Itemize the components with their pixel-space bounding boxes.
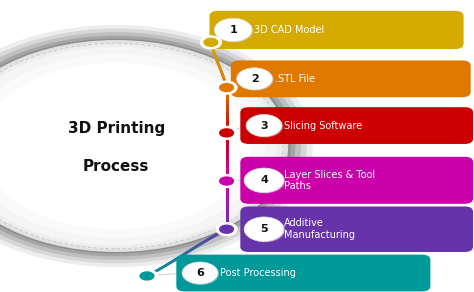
Text: Post Processing: Post Processing [220,268,296,278]
Circle shape [0,36,295,256]
Circle shape [219,83,234,92]
Text: Slicing Software: Slicing Software [284,121,363,131]
Circle shape [0,54,265,238]
Circle shape [216,223,237,236]
Circle shape [183,263,219,285]
Circle shape [216,175,237,187]
FancyBboxPatch shape [231,60,471,97]
Circle shape [0,39,291,253]
Circle shape [203,38,219,47]
Circle shape [0,29,307,263]
Text: 3: 3 [260,121,268,131]
Circle shape [182,262,218,284]
Circle shape [0,42,284,250]
Circle shape [0,32,301,260]
Circle shape [0,40,288,252]
Circle shape [246,169,285,193]
Circle shape [216,81,237,94]
Circle shape [246,218,285,242]
Text: 1: 1 [229,25,237,35]
FancyBboxPatch shape [240,107,473,144]
Circle shape [201,36,221,49]
Circle shape [237,68,273,90]
Circle shape [238,69,274,91]
FancyBboxPatch shape [176,255,430,291]
Text: Layer Slices & Tool
Paths: Layer Slices & Tool Paths [284,170,375,191]
Text: 6: 6 [196,268,204,278]
Circle shape [0,47,277,245]
Circle shape [0,63,251,229]
Circle shape [0,25,313,267]
Circle shape [137,270,157,282]
FancyBboxPatch shape [240,157,473,204]
FancyBboxPatch shape [210,11,464,49]
Circle shape [216,126,237,139]
Circle shape [216,19,254,42]
Circle shape [219,225,234,234]
Circle shape [219,128,234,138]
FancyBboxPatch shape [240,206,473,252]
Circle shape [139,271,155,281]
Text: 3D Printing: 3D Printing [67,121,165,136]
Text: Process: Process [83,159,149,174]
Text: 3D CAD Model: 3D CAD Model [254,25,324,35]
Text: .STL File: .STL File [275,74,315,84]
Circle shape [219,176,234,186]
Circle shape [246,114,282,137]
Text: 4: 4 [260,175,268,185]
Circle shape [244,168,284,193]
Text: 2: 2 [251,74,258,84]
Circle shape [214,18,252,41]
Text: 5: 5 [260,224,268,234]
Circle shape [247,115,283,138]
Text: Additive
Manufacturing: Additive Manufacturing [284,218,356,240]
Circle shape [244,217,284,241]
